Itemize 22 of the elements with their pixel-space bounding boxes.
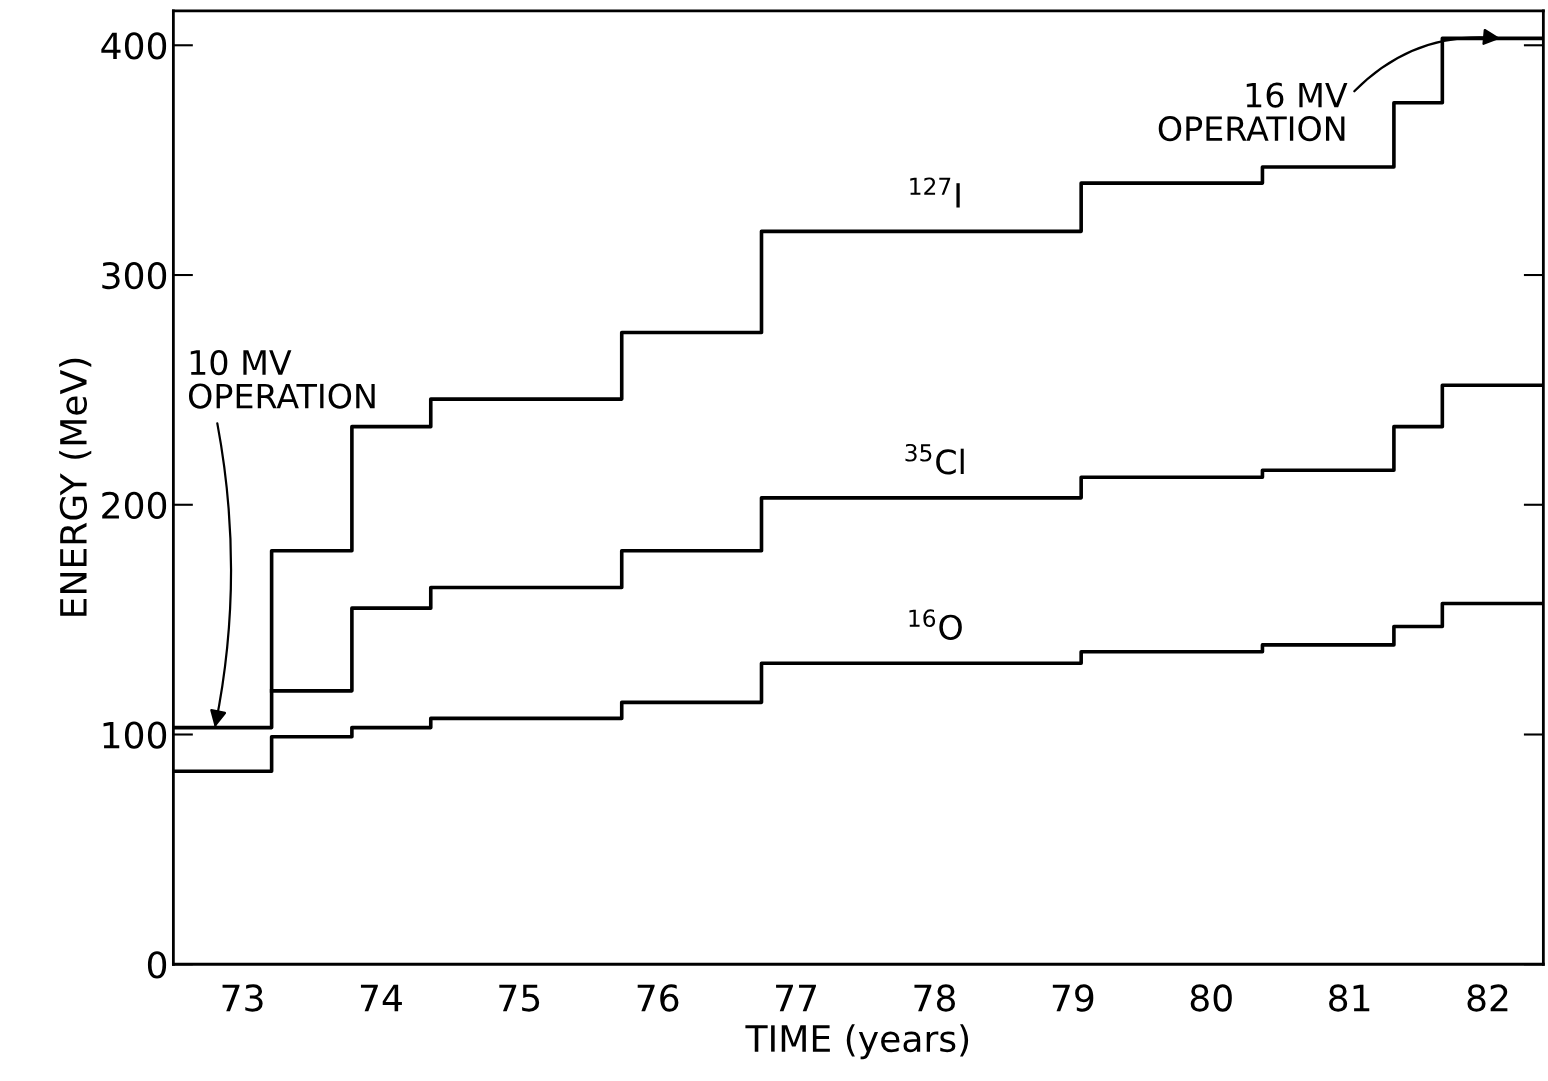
x-tick-label: 78 (914, 984, 955, 1012)
x-tick-label: 79 (1052, 984, 1094, 1012)
y-tick-label: 0 (147, 951, 167, 979)
annotation: 10 MV OPERATION (188, 349, 375, 409)
series-label: $^{127}$I (910, 177, 960, 208)
y-tick-label: 300 (102, 261, 167, 290)
x-tick-label: 75 (499, 984, 540, 1012)
y-tick-label: 400 (101, 32, 167, 60)
series-label: $^{35}$Cl (905, 443, 964, 475)
x-axis-title: TIME (years) (745, 1024, 969, 1060)
x-tick-label: 73 (222, 984, 263, 1012)
y-tick-label: 200 (102, 491, 167, 519)
x-tick-label: 77 (776, 984, 816, 1012)
x-tick-label: 80 (1190, 984, 1232, 1012)
y-tick-label: 100 (103, 721, 167, 749)
x-tick-label: 82 (1467, 984, 1508, 1012)
x-tick-label: 81 (1329, 984, 1370, 1012)
series-label: $^{16}$O (909, 609, 962, 640)
x-tick-label: 76 (637, 984, 679, 1012)
x-tick-label: 74 (360, 984, 402, 1012)
annotation: 16 MV OPERATION (1158, 82, 1348, 142)
y-axis-title: ENERGY (MeV) (59, 358, 92, 616)
